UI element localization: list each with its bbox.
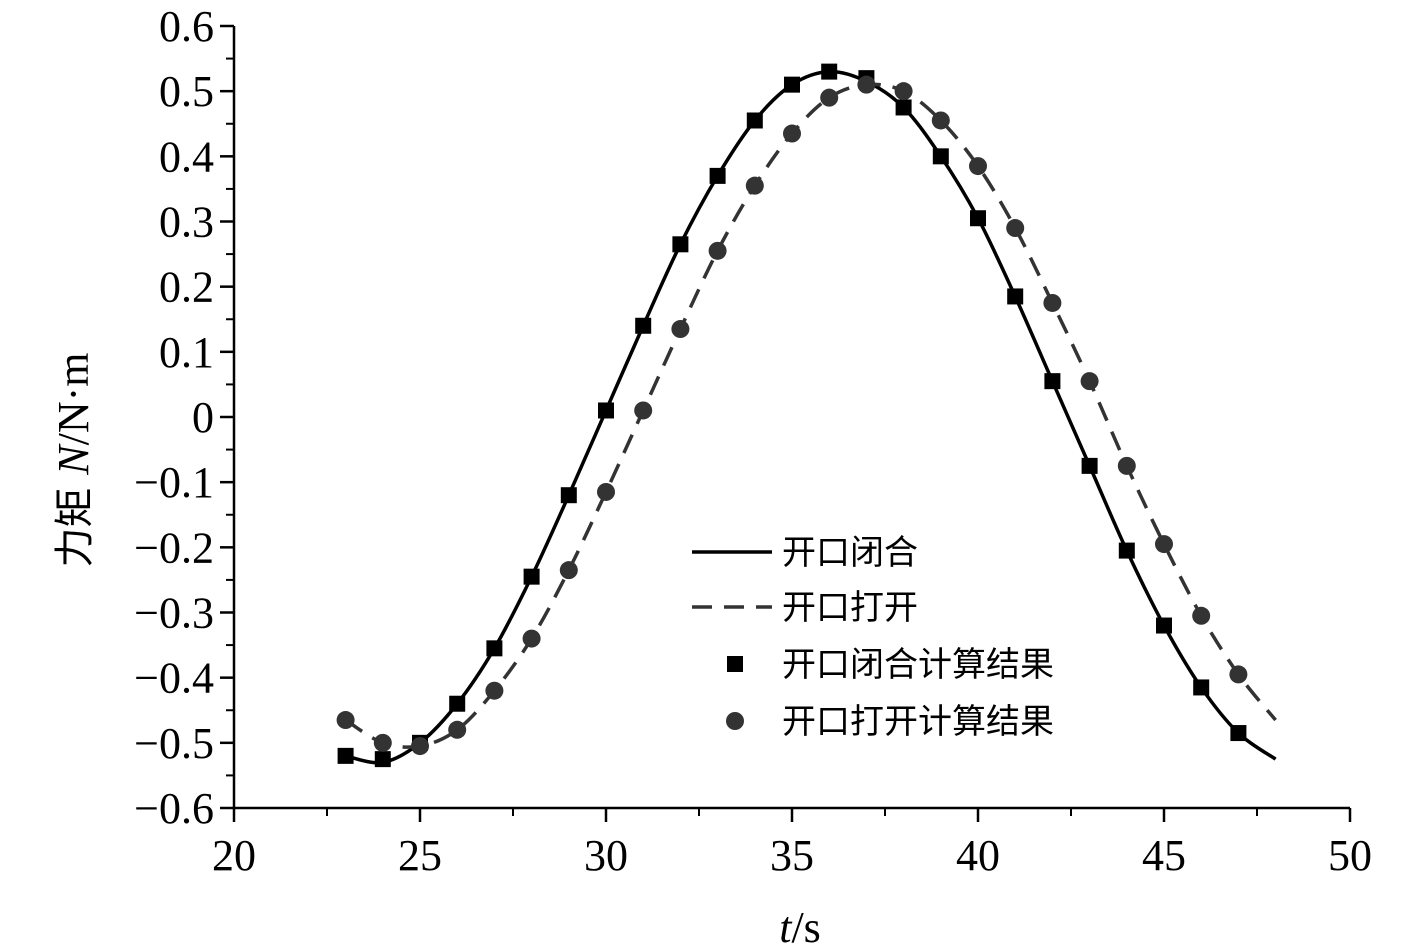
circle-point bbox=[820, 88, 839, 107]
circle-point bbox=[1192, 606, 1211, 625]
y-tick-label: −0.5 bbox=[134, 719, 214, 768]
series-layer bbox=[336, 63, 1277, 768]
x-tick-label: 30 bbox=[584, 831, 628, 880]
x-tick-label: 45 bbox=[1142, 831, 1186, 880]
y-axis-title-unit: /N·m bbox=[49, 353, 98, 446]
square-point bbox=[1007, 288, 1024, 305]
legend-label: 开口闭合 bbox=[782, 533, 918, 573]
circle-point bbox=[969, 157, 987, 176]
y-axis-title-symbol: N bbox=[49, 443, 98, 476]
series-1 bbox=[345, 69, 1277, 765]
x-tick-label: 50 bbox=[1328, 831, 1372, 880]
circle-point bbox=[783, 124, 801, 143]
square-point bbox=[486, 640, 503, 657]
square-point bbox=[784, 76, 800, 93]
square-point bbox=[709, 167, 726, 184]
circle-point bbox=[448, 720, 467, 739]
series-4 bbox=[336, 75, 1248, 756]
y-tick-label: −0.4 bbox=[134, 654, 214, 703]
y-tick-label: −0.2 bbox=[134, 523, 214, 572]
legend-label: 开口闭合计算结果 bbox=[782, 645, 1054, 685]
legend-item-4: 开口打开计算结果 bbox=[726, 702, 1054, 742]
y-tick-label: 0 bbox=[192, 393, 214, 442]
x-tick-label: 25 bbox=[398, 831, 442, 880]
square-point bbox=[895, 99, 912, 116]
square-point bbox=[560, 487, 577, 504]
circle-point bbox=[671, 320, 690, 339]
square-point bbox=[672, 236, 689, 253]
circle-point bbox=[485, 681, 504, 700]
circle-point bbox=[336, 711, 355, 730]
circle-point bbox=[411, 737, 429, 756]
circle-point bbox=[522, 629, 541, 648]
y-tick-label: 0.3 bbox=[159, 198, 214, 247]
square-point bbox=[746, 112, 763, 129]
legend-item-3: 开口闭合计算结果 bbox=[727, 645, 1054, 685]
y-tick-label: 0.4 bbox=[159, 132, 214, 181]
circle-point bbox=[1117, 456, 1136, 475]
x-tick-label: 40 bbox=[956, 831, 1000, 880]
y-tick-label: 0.1 bbox=[159, 328, 214, 377]
circle-point bbox=[708, 241, 727, 260]
legend-label: 开口打开计算结果 bbox=[782, 702, 1054, 742]
y-axis-title: 力矩 N/N·m bbox=[49, 353, 98, 568]
circle-point bbox=[1229, 665, 1248, 684]
legend-swatch-square bbox=[727, 656, 743, 672]
square-point bbox=[821, 63, 838, 80]
square-point bbox=[1044, 373, 1061, 390]
circle-point bbox=[745, 176, 764, 195]
square-point bbox=[635, 317, 652, 334]
y-tick-label: 0.6 bbox=[159, 2, 214, 51]
square-point bbox=[337, 747, 354, 764]
y-axis-title-text: 力矩 bbox=[52, 475, 98, 568]
y-tick-label: −0.3 bbox=[134, 589, 214, 638]
square-point bbox=[1081, 457, 1098, 474]
circle-point bbox=[1155, 535, 1173, 554]
square-point bbox=[1118, 542, 1135, 559]
square-point bbox=[1230, 725, 1247, 742]
square-point bbox=[970, 210, 986, 227]
axis-titles: t/s 力矩 N/N·m bbox=[49, 353, 821, 946]
x-axis-title-unit: /s bbox=[791, 903, 820, 946]
x-tick-label: 20 bbox=[212, 831, 256, 880]
x-axis-title-symbol: t bbox=[779, 903, 793, 946]
circle-point bbox=[931, 111, 950, 130]
square-point bbox=[598, 402, 614, 419]
y-tick-label: −0.6 bbox=[134, 784, 214, 833]
axes: 0.6 0.5 0.4 0.3 0.2 0.1 0 −0.1 −0.2 −0.3 −0.4 −0.5 −… bbox=[134, 2, 1372, 880]
legend-swatch-circle bbox=[726, 712, 744, 730]
circle-point bbox=[1043, 293, 1062, 312]
circle-point bbox=[894, 82, 913, 101]
square-point bbox=[1193, 679, 1210, 696]
square-point bbox=[932, 148, 949, 165]
square-point bbox=[449, 695, 466, 712]
x-axis-title: t/s bbox=[779, 903, 821, 946]
y-tick-label: 0.5 bbox=[159, 67, 214, 116]
square-point bbox=[523, 568, 540, 585]
circle-point bbox=[857, 75, 876, 94]
circle-point bbox=[634, 401, 653, 420]
y-tick-label: −0.1 bbox=[134, 458, 214, 507]
series-line-solid bbox=[345, 69, 1277, 765]
x-tick-label: 35 bbox=[770, 831, 814, 880]
y-tick-label: 0.2 bbox=[159, 263, 214, 312]
square-point bbox=[374, 751, 391, 768]
circle-point bbox=[597, 482, 615, 501]
circle-point bbox=[373, 733, 392, 752]
legend-label: 开口打开 bbox=[782, 588, 918, 628]
square-point bbox=[1156, 617, 1172, 634]
circle-point bbox=[1080, 372, 1099, 391]
legend-item-2: 开口打开 bbox=[692, 588, 918, 628]
legend-item-1: 开口闭合 bbox=[692, 533, 918, 573]
circle-point bbox=[1006, 219, 1025, 238]
circle-point bbox=[559, 561, 578, 580]
